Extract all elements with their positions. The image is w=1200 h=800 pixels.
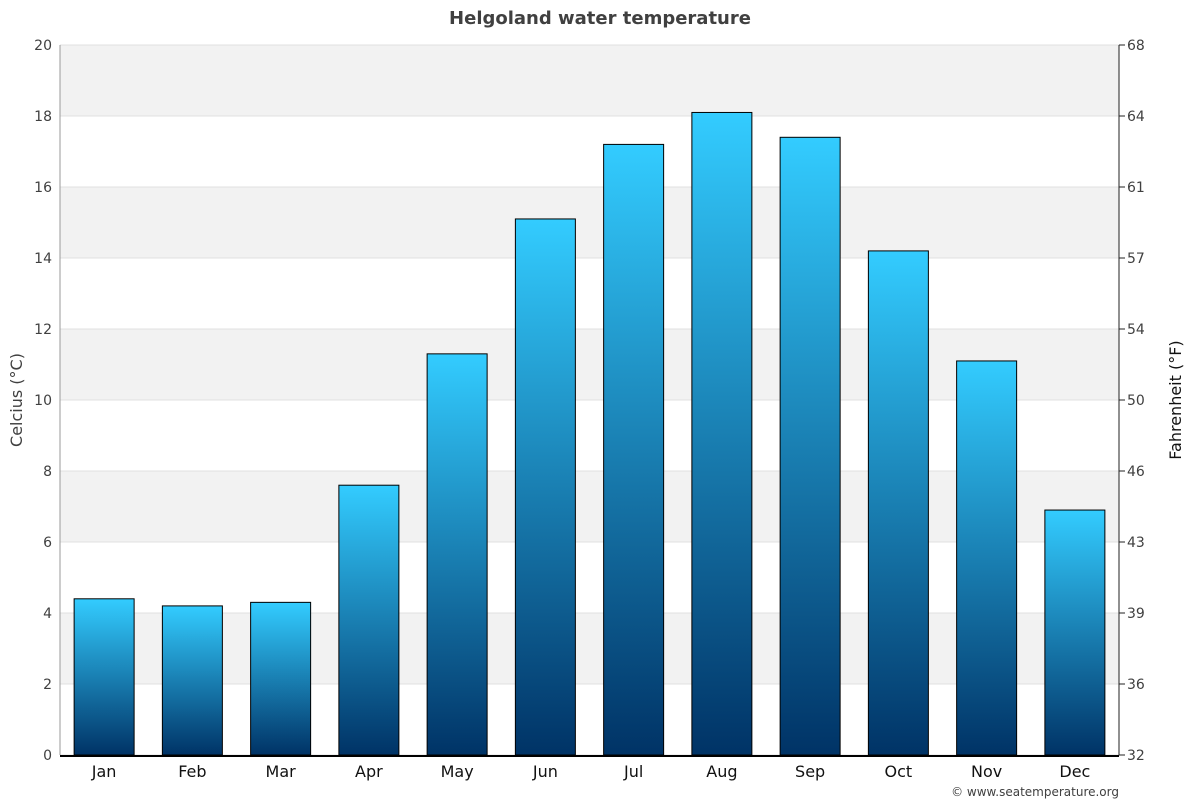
bar-may <box>426 353 488 756</box>
y-tick-label-right: 39 <box>1127 606 1145 622</box>
y-tick-label-right: 36 <box>1127 677 1145 693</box>
credit: © www.seatemperature.org <box>951 785 1119 799</box>
y-tick-label-left: 4 <box>43 606 52 622</box>
y-tick-label-right: 54 <box>1127 322 1145 338</box>
bar-nov <box>956 360 1018 756</box>
y-tick-label-left: 2 <box>43 677 52 693</box>
x-tick-label: Apr <box>355 762 383 781</box>
x-tick-label: May <box>441 762 474 781</box>
grid-band <box>60 329 1119 400</box>
bar-oct <box>867 250 929 756</box>
x-tick-label: Feb <box>178 762 206 781</box>
bar-dec <box>1044 509 1106 756</box>
x-tick-label: Mar <box>266 762 297 781</box>
bar-mar <box>250 601 312 756</box>
grid-band <box>60 471 1119 542</box>
bar-jul <box>603 143 665 756</box>
grid-bands <box>60 44 1119 756</box>
y-axis-label-right: Fahrenheit (°F) <box>1166 340 1185 459</box>
y-tick-label-left: 0 <box>43 748 52 764</box>
bar-jan <box>73 598 135 756</box>
x-tick-label: Dec <box>1059 762 1090 781</box>
grid-band <box>60 187 1119 258</box>
x-tick-label: Jul <box>623 762 643 781</box>
y-tick-label-left: 10 <box>34 393 52 409</box>
chart-title: Helgoland water temperature <box>449 8 751 29</box>
y-tick-label-right: 61 <box>1127 180 1145 196</box>
x-tick-label: Jan <box>91 762 117 781</box>
y-tick-label-left: 20 <box>34 38 52 54</box>
bar-apr <box>338 484 400 756</box>
x-tick-label: Oct <box>885 762 913 781</box>
y-tick-label-right: 50 <box>1127 393 1145 409</box>
y-tick-label-left: 8 <box>43 464 52 480</box>
y-tick-label-left: 12 <box>34 322 52 338</box>
bar-sep <box>779 136 841 756</box>
y-tick-label-right: 64 <box>1127 109 1145 125</box>
y-tick-label-left: 18 <box>34 109 52 125</box>
x-tick-label: Nov <box>971 762 1002 781</box>
x-tick-label: Sep <box>795 762 825 781</box>
y-tick-label-right: 68 <box>1127 38 1145 54</box>
y-tick-label-left: 16 <box>34 180 52 196</box>
x-tick-label: Jun <box>532 762 558 781</box>
grid-band <box>60 613 1119 684</box>
bar-jun <box>514 218 576 756</box>
y-tick-label-left: 14 <box>34 251 52 267</box>
y-axis-label-left: Celcius (°C) <box>7 353 26 447</box>
bar-aug <box>691 111 753 756</box>
y-tick-label-right: 57 <box>1127 251 1145 267</box>
bar-feb <box>161 605 223 756</box>
axes: 0 32 2 36 4 39 6 43 8 46 10 50 12 54 14 57 16 61 18 64 20 68 J… <box>34 38 1145 781</box>
y-tick-label-right: 32 <box>1127 748 1145 764</box>
x-tick-label: Aug <box>706 762 737 781</box>
y-tick-label-right: 46 <box>1127 464 1145 480</box>
y-tick-label-left: 6 <box>43 535 52 551</box>
grid-band <box>60 45 1119 116</box>
y-tick-label-right: 43 <box>1127 535 1145 551</box>
bars <box>73 111 1106 756</box>
